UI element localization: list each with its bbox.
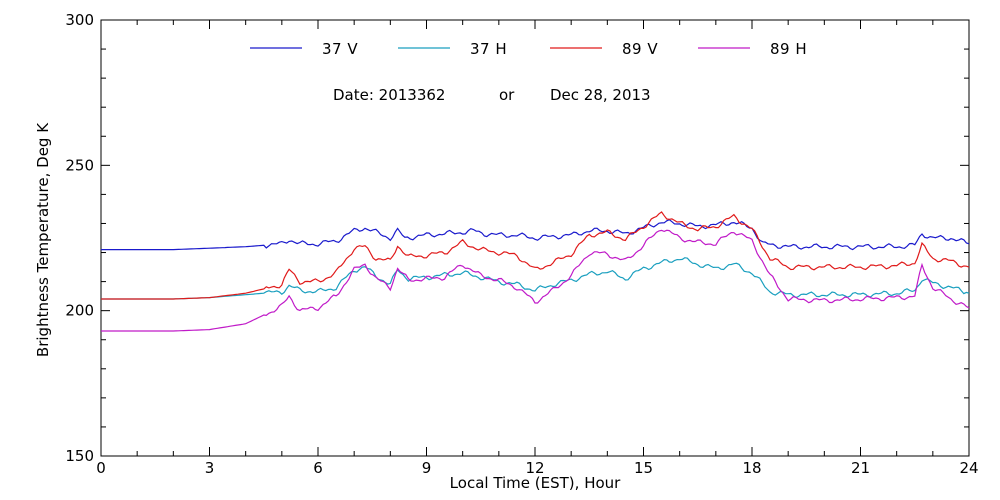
x-tick-label: 18	[742, 459, 761, 477]
x-tick-label: 15	[634, 459, 653, 477]
legend: 37 V 37 H 89 V 89 H	[250, 40, 807, 58]
y-axis-label: Brightness Temperature, Deg K	[34, 122, 52, 357]
y-tick-label: 300	[65, 11, 94, 29]
y-tick-label: 250	[65, 156, 94, 174]
legend-label: 89 V	[622, 40, 658, 58]
x-axis-ticks: 0 3 6 9 12 15 18 21 24	[96, 20, 979, 477]
y-axis-ticks: 150 200 250 300	[65, 11, 969, 465]
legend-label: 37 V	[322, 40, 358, 58]
subtitle-date-text: Dec 28, 2013	[550, 86, 651, 104]
subtitle-date-label: Date: 2013362	[333, 86, 445, 104]
series-line	[101, 257, 970, 300]
x-tick-label: 9	[422, 459, 432, 477]
series-lines	[101, 211, 970, 332]
subtitle-or: or	[499, 86, 515, 104]
legend-label: 37 H	[470, 40, 507, 58]
y-tick-label: 200	[65, 302, 94, 320]
x-tick-label: 3	[205, 459, 215, 477]
series-line	[101, 219, 970, 251]
legend-label: 89 H	[770, 40, 807, 58]
x-axis-label: Local Time (EST), Hour	[450, 474, 621, 492]
series-line	[101, 211, 970, 300]
x-tick-label: 12	[525, 459, 544, 477]
x-tick-label: 6	[313, 459, 323, 477]
series-line	[101, 229, 970, 332]
y-tick-label: 150	[65, 447, 94, 465]
x-tick-label: 21	[851, 459, 870, 477]
x-tick-label: 24	[959, 459, 978, 477]
x-tick-label: 0	[96, 459, 106, 477]
plot-frame	[100, 19, 970, 457]
